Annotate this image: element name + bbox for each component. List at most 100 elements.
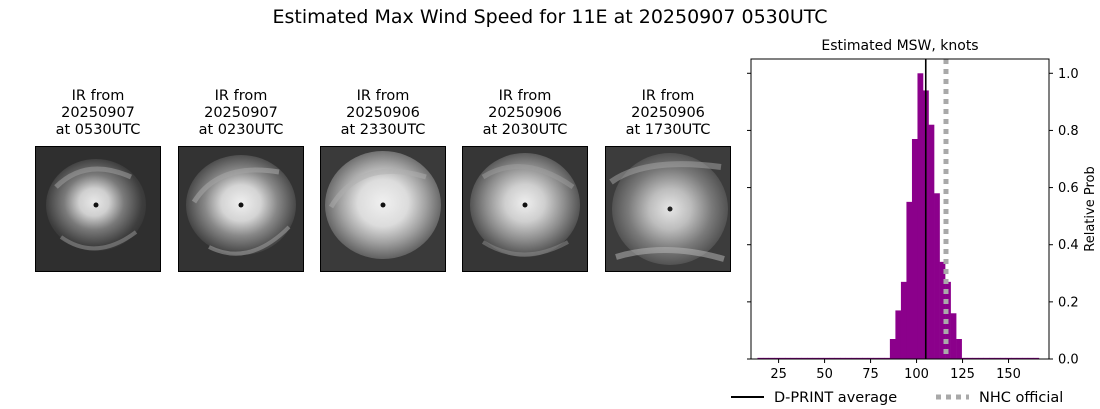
histogram-bar <box>1011 357 1018 359</box>
y-tick-label: 0.2 <box>1058 295 1079 310</box>
histogram-bar <box>762 357 769 359</box>
reference-lines <box>924 59 949 359</box>
histogram-bar <box>939 261 946 359</box>
histogram-bar <box>978 357 984 359</box>
ir-panel-label: IR from <box>356 88 410 104</box>
histogram-bar <box>1033 357 1040 359</box>
histogram-bar <box>906 201 913 359</box>
y-tick-label: 1.0 <box>1058 67 1079 82</box>
histogram-bar <box>934 193 940 359</box>
y-axis-label: Relative Prob <box>1083 166 1098 251</box>
histogram-bar <box>917 73 924 360</box>
histogram-bar <box>834 357 841 359</box>
histogram-bar <box>983 357 990 359</box>
histogram-bar <box>961 357 968 359</box>
ir-panel-time: at 2030UTC <box>482 122 568 138</box>
ir-satellite-image <box>178 146 304 272</box>
ir-panel-time: at 1730UTC <box>625 122 711 138</box>
histogram-bar <box>967 357 973 359</box>
ir-panel-title: IR from 20250906 at 2330UTC <box>320 88 446 144</box>
x-tick-label: 125 <box>950 367 975 382</box>
ir-satellite-image <box>35 146 161 272</box>
histogram-bar <box>768 357 775 359</box>
ir-panel-title: IR from 20250907 at 0230UTC <box>178 88 304 144</box>
histogram-bar <box>889 339 896 359</box>
ir-panel-label: IR from <box>498 88 552 104</box>
ir-panel: IR from 20250906 at 2030UTC <box>462 88 588 272</box>
ir-panel-date: 20250907 <box>61 105 135 121</box>
y-tick-label: 0.6 <box>1058 181 1079 196</box>
histogram-bar <box>1027 357 1034 359</box>
histogram-bar <box>972 357 979 359</box>
histogram-bar <box>757 357 764 359</box>
x-axis-ticks: 25 50 75 100 125 150 <box>770 359 1021 382</box>
ir-panel: IR from 20250906 at 1730UTC <box>605 88 731 272</box>
histogram-bar <box>829 357 835 359</box>
ir-panel: IR from 20250907 at 0530UTC <box>35 88 161 272</box>
ir-panel-label: IR from <box>71 88 125 104</box>
ir-panel-title: IR from 20250906 at 2030UTC <box>462 88 588 144</box>
legend: D-PRINT average NHC official <box>731 390 1063 406</box>
x-tick-label: 100 <box>904 367 929 382</box>
histogram-bar <box>856 357 863 359</box>
ir-satellite-image <box>605 146 731 272</box>
histogram-bar <box>779 357 786 359</box>
y-tick-label: 0.8 <box>1058 124 1079 139</box>
histogram-bar <box>1000 357 1007 359</box>
chart-title: Estimated MSW, knots <box>821 38 978 54</box>
ir-panel-label: IR from <box>214 88 268 104</box>
ir-panel: IR from 20250907 at 0230UTC <box>178 88 304 272</box>
histogram-bar <box>823 357 830 359</box>
histogram-bar <box>994 357 1001 359</box>
y-tick-label: 0.0 <box>1058 353 1079 368</box>
histogram-bar <box>956 339 962 359</box>
histogram-bar <box>785 357 791 359</box>
y-tick-label: 0.4 <box>1058 238 1079 253</box>
histogram-bar <box>950 313 957 359</box>
histogram-bar <box>873 357 880 359</box>
ir-satellite-image <box>462 146 588 272</box>
histogram-bar <box>845 357 852 359</box>
figure-title: Estimated Max Wind Speed for 11E at 2025… <box>272 6 828 28</box>
histogram-bars <box>757 73 1040 360</box>
ir-satellite-image <box>320 146 446 272</box>
histogram-bar <box>1016 357 1023 359</box>
histogram-bar <box>801 357 808 359</box>
histogram-bar <box>818 357 824 359</box>
ir-panel-label: IR from <box>641 88 695 104</box>
axes-frame <box>750 58 1050 360</box>
histogram-bar <box>790 357 797 359</box>
ir-panel-time: at 0230UTC <box>198 122 284 138</box>
ir-panel-time: at 0530UTC <box>55 122 141 138</box>
ir-panel: IR from 20250906 at 2330UTC <box>320 88 446 272</box>
histogram-bar <box>911 139 918 359</box>
ir-panel-date: 20250906 <box>631 105 705 121</box>
histogram-bar <box>884 357 891 359</box>
histogram-bar <box>1022 357 1029 359</box>
ir-panel-date: 20250906 <box>488 105 562 121</box>
histogram-bar <box>900 281 907 359</box>
legend-label: D-PRINT average <box>774 390 897 406</box>
histogram-bar <box>807 357 813 359</box>
histogram-bar <box>862 357 869 359</box>
histogram-bar <box>773 357 780 359</box>
ir-panel-date: 20250906 <box>346 105 420 121</box>
x-tick-label: 25 <box>770 367 787 382</box>
legend-label: NHC official <box>979 390 1063 406</box>
ir-panel-title: IR from 20250906 at 1730UTC <box>605 88 731 144</box>
histogram-bar <box>796 357 802 359</box>
ir-panel-time: at 2330UTC <box>340 122 426 138</box>
x-tick-label: 150 <box>996 367 1021 382</box>
ir-panel-date: 20250907 <box>204 105 278 121</box>
histogram-bar <box>867 357 874 359</box>
y-axis-ticks: 0.0 0.2 0.4 0.6 0.8 1.0 <box>747 67 1079 368</box>
x-tick-label: 50 <box>816 367 833 382</box>
x-tick-label: 75 <box>862 367 879 382</box>
histogram-bar <box>851 357 858 359</box>
histogram-bar <box>840 357 847 359</box>
histogram-bar <box>989 357 996 359</box>
ir-panel-title: IR from 20250907 at 0530UTC <box>35 88 161 144</box>
histogram-bar <box>895 310 902 359</box>
histogram-bar <box>812 357 819 359</box>
